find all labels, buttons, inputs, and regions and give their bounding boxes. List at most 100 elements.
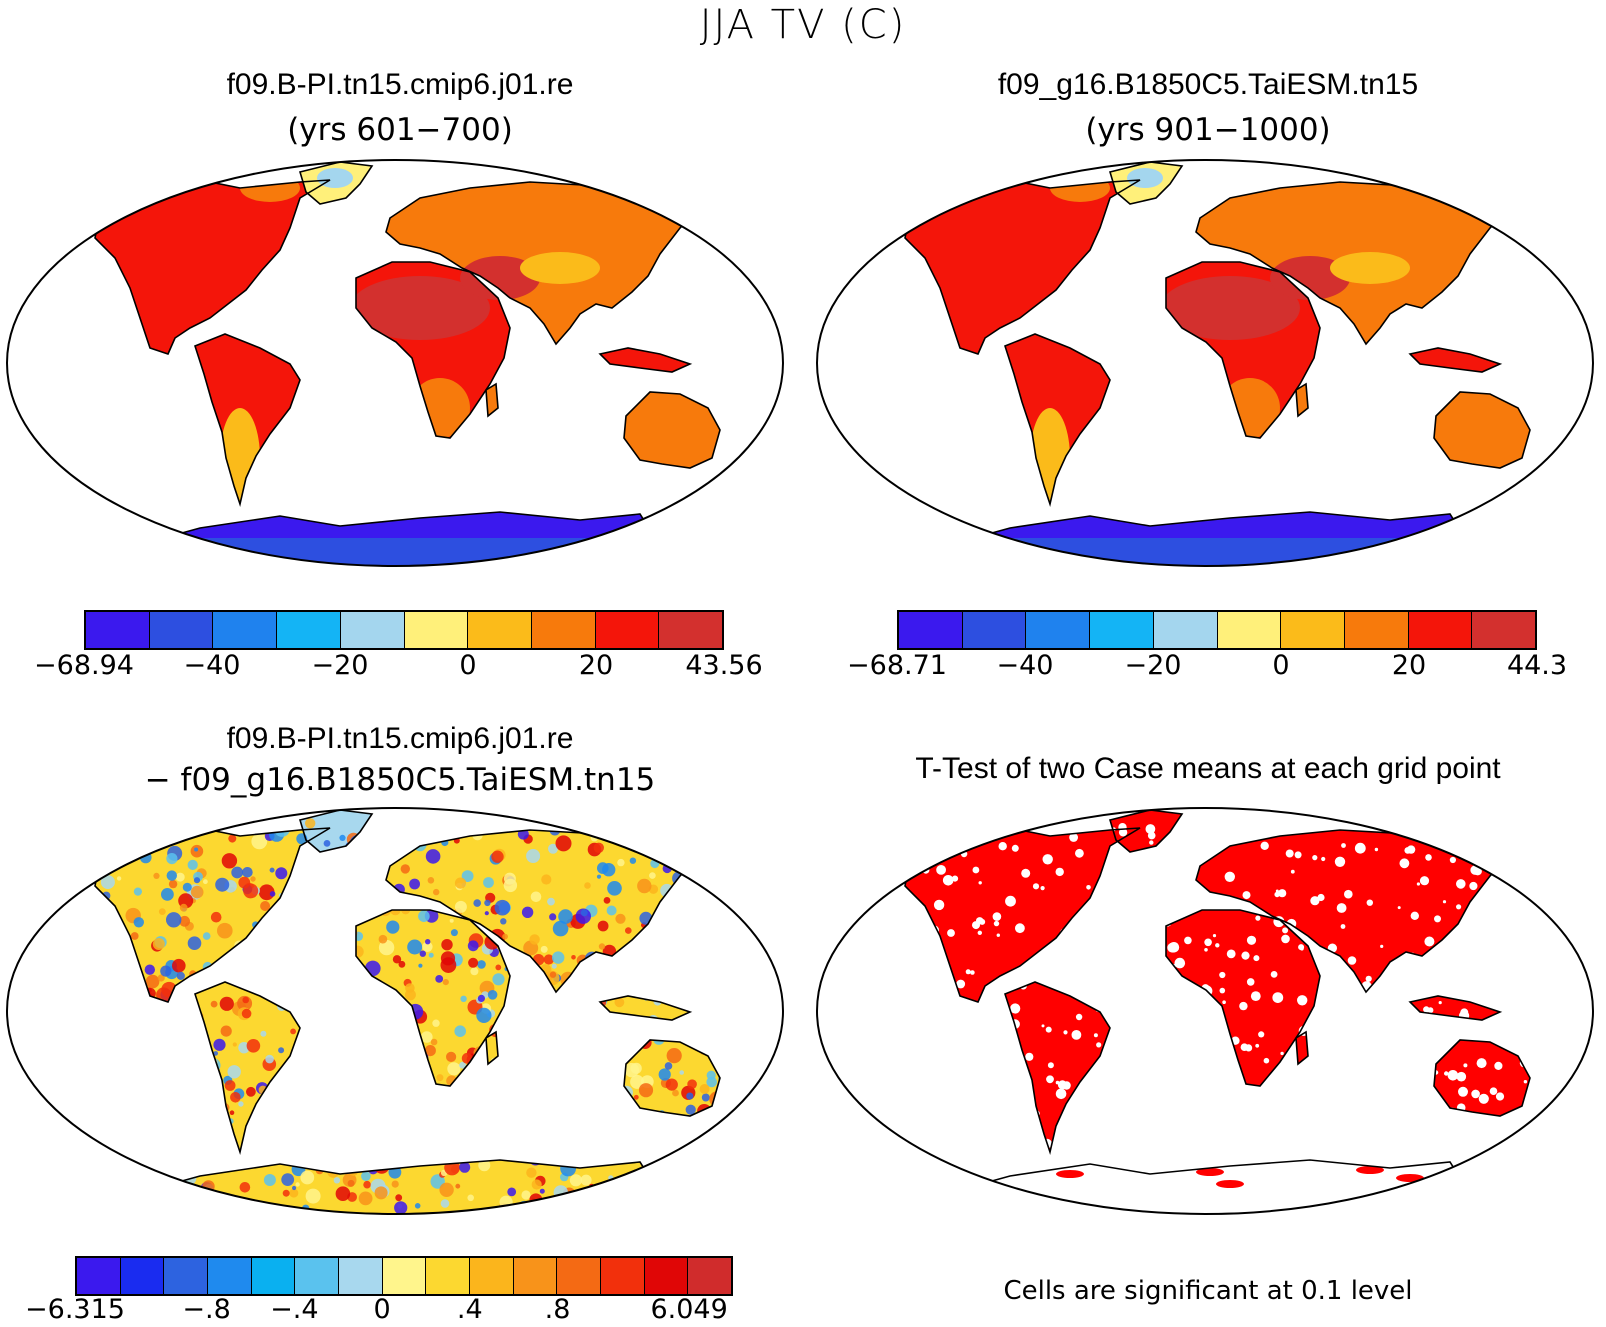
mild-region-south-africa — [1220, 378, 1280, 438]
diff-cell — [718, 1140, 720, 1146]
diff-cell — [440, 1134, 449, 1143]
diff-cell — [154, 1190, 163, 1199]
diff-cell — [569, 1174, 583, 1187]
nonsig-cell — [1511, 944, 1522, 955]
diff-cell — [681, 920, 686, 925]
nonsig-cell — [1425, 854, 1432, 861]
diff-cell — [714, 1097, 720, 1111]
figure-title: JJA TV (C) — [699, 2, 907, 48]
nonsig-cell — [1460, 1008, 1469, 1017]
colorbar-box — [77, 1258, 121, 1294]
diff-cell — [258, 949, 270, 961]
diff-cell — [381, 1060, 398, 1077]
nonsig-cell — [1369, 1031, 1377, 1038]
diff-cell — [100, 875, 115, 890]
colorbar-box — [1408, 612, 1473, 648]
diff-cell — [327, 900, 336, 909]
colorbar-box — [1090, 612, 1154, 648]
nonsig-cell — [1521, 815, 1530, 825]
diff-cell — [292, 1150, 303, 1161]
diff-cell — [637, 878, 652, 894]
diff-cell — [656, 1188, 667, 1199]
nonsig-cell — [1096, 1042, 1102, 1048]
nonsig-cell — [1270, 971, 1278, 978]
diff-cell — [161, 1005, 168, 1012]
diff-cell — [268, 1086, 281, 1100]
diff-cell — [666, 848, 674, 855]
diff-cell — [715, 925, 720, 939]
diff-cell — [183, 1200, 195, 1211]
diff-cell — [123, 1140, 134, 1151]
diff-cell — [709, 1091, 720, 1107]
diff-cell — [152, 1145, 159, 1152]
diff-cell — [590, 1004, 605, 1019]
nonsig-cell — [915, 814, 924, 823]
coastline-australia — [623, 1039, 721, 1117]
diff-cell — [96, 1062, 105, 1070]
nonsig-cell — [1280, 1051, 1284, 1056]
diff-cell — [694, 966, 699, 971]
cool-region-tibet — [520, 252, 600, 284]
diff-cell — [693, 819, 698, 824]
diff-cell — [378, 982, 383, 988]
diff-cell — [336, 937, 352, 953]
diff-cell — [487, 990, 498, 1000]
nonsig-cell — [1132, 1120, 1139, 1127]
nonsig-cell — [1469, 881, 1478, 891]
diff-cell — [190, 1021, 201, 1032]
diff-cell — [495, 964, 502, 971]
colorbar-box — [340, 612, 405, 648]
diff-cell — [347, 1179, 355, 1187]
diff-cell — [156, 1051, 163, 1058]
diff-cell — [459, 1161, 471, 1173]
nonsig-cell — [1217, 833, 1221, 837]
colorbar-tick-label: −68.71 — [847, 650, 947, 681]
colorbar-box — [251, 1258, 296, 1294]
diff-cell — [665, 1161, 673, 1169]
diff-cell — [138, 1047, 148, 1056]
nonsig-cell — [906, 1128, 914, 1136]
diff-cell — [584, 1117, 593, 1127]
nonsig-cell — [1246, 935, 1257, 945]
nonsig-cell — [1510, 975, 1516, 981]
diff-cell — [149, 841, 157, 849]
diff-cell — [97, 1161, 105, 1169]
coastline-africa — [355, 909, 511, 1087]
diff-cell — [419, 950, 426, 957]
nonsig-cell — [1258, 1031, 1265, 1038]
colorbar-box — [295, 1258, 340, 1294]
colorbar-box — [688, 1258, 732, 1294]
diff-cell — [364, 991, 377, 1004]
diff-cell — [289, 917, 304, 931]
diff-cell — [582, 1190, 593, 1201]
diff-cell — [165, 1107, 173, 1115]
diff-cell — [368, 1158, 377, 1167]
nonsig-cell — [1150, 1140, 1155, 1145]
land-fill-south-america — [195, 982, 300, 1152]
diff-cell — [680, 1033, 687, 1040]
nonsig-cell — [1516, 986, 1526, 996]
diff-cell — [203, 879, 208, 885]
diff-cell — [416, 835, 425, 844]
nonsig-cell — [1121, 909, 1126, 914]
panel3-subtitle: − f09_g16.B1850C5.TaiESM.tn15 — [144, 762, 656, 798]
diff-cell — [644, 1037, 649, 1042]
diff-cell — [571, 978, 577, 984]
nonsig-cell — [1505, 1027, 1509, 1031]
diff-cell — [675, 1026, 689, 1040]
nonsig-cell — [1415, 1138, 1426, 1149]
nonsig-cell — [1321, 1061, 1329, 1069]
land-fill-north-america — [905, 828, 1140, 1002]
diff-cell — [568, 1004, 580, 1016]
nonsig-cell — [1279, 1127, 1283, 1132]
colorbar-box — [208, 1258, 252, 1294]
nonsig-cell — [1075, 848, 1084, 858]
colorbar-tick-label: −68.94 — [34, 650, 134, 681]
diff-cell — [687, 1007, 701, 1021]
nonsig-cell — [1010, 1003, 1021, 1014]
diff-cell — [104, 1066, 111, 1073]
diff-cell — [680, 991, 693, 1004]
nonsig-cell — [906, 923, 912, 929]
diff-cell — [695, 905, 701, 912]
diff-cell — [217, 922, 233, 939]
